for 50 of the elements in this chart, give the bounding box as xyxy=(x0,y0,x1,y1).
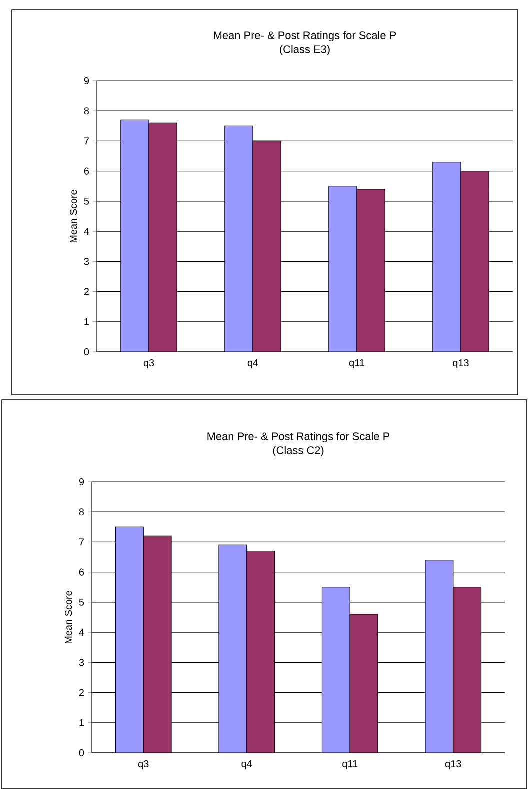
x-tick-label: q4 xyxy=(242,760,252,770)
y-tick-label: 2 xyxy=(84,288,89,296)
y-tick-label: 2 xyxy=(79,689,84,696)
y-axis-title: Mean Score xyxy=(65,591,72,644)
y-axis-title: Mean Score xyxy=(70,190,78,243)
y-tick-label: 4 xyxy=(79,629,84,636)
y-tick-label: 5 xyxy=(79,598,84,606)
y-tick-label: 6 xyxy=(84,168,90,175)
x-tick-label: q3 xyxy=(144,360,154,369)
x-tick-label: q3 xyxy=(138,760,149,770)
bar xyxy=(322,587,350,753)
chart-subtitle: (Class E3) xyxy=(280,45,330,56)
chart-title: Mean Pre- & Post Ratings for Scale P xyxy=(208,432,390,443)
bar xyxy=(356,189,386,352)
chart-title: Mean Pre- & Post Ratings for Scale P xyxy=(214,31,396,42)
bar xyxy=(453,587,482,753)
y-tick-label: 9 xyxy=(84,77,90,85)
y-tick-label: 8 xyxy=(84,108,90,115)
bar xyxy=(218,544,248,753)
bar xyxy=(115,526,144,753)
y-tick-label: 7 xyxy=(79,538,84,546)
bar xyxy=(224,126,254,352)
y-tick-label: 7 xyxy=(84,138,89,145)
y-tick-label: 8 xyxy=(79,508,84,516)
bar xyxy=(120,120,150,352)
x-tick-label: q13 xyxy=(453,360,469,369)
bar xyxy=(432,162,462,352)
bar xyxy=(460,171,490,352)
bar xyxy=(350,614,378,753)
bar xyxy=(143,536,172,753)
y-tick-label: 1 xyxy=(84,318,89,326)
bar xyxy=(328,186,358,352)
y-tick-label: 3 xyxy=(79,659,84,666)
bar xyxy=(252,140,282,352)
x-tick-label: q11 xyxy=(349,360,364,368)
x-tick-label: q13 xyxy=(445,760,462,770)
y-tick-label: 0 xyxy=(84,348,90,356)
y-tick-label: 9 xyxy=(79,478,84,486)
chart-subtitle: (Class C2) xyxy=(273,446,324,456)
bar xyxy=(148,122,178,352)
y-tick-label: 6 xyxy=(79,568,84,576)
y-tick-label: 1 xyxy=(80,719,84,726)
bar xyxy=(425,560,454,753)
y-tick-label: 3 xyxy=(84,258,90,266)
y-tick-label: 5 xyxy=(84,198,90,205)
bar xyxy=(246,550,276,753)
x-tick-label: q11 xyxy=(342,760,358,770)
x-tick-label: q4 xyxy=(248,360,258,368)
y-tick-label: 4 xyxy=(84,228,90,235)
y-tick-label: 0 xyxy=(79,749,84,757)
